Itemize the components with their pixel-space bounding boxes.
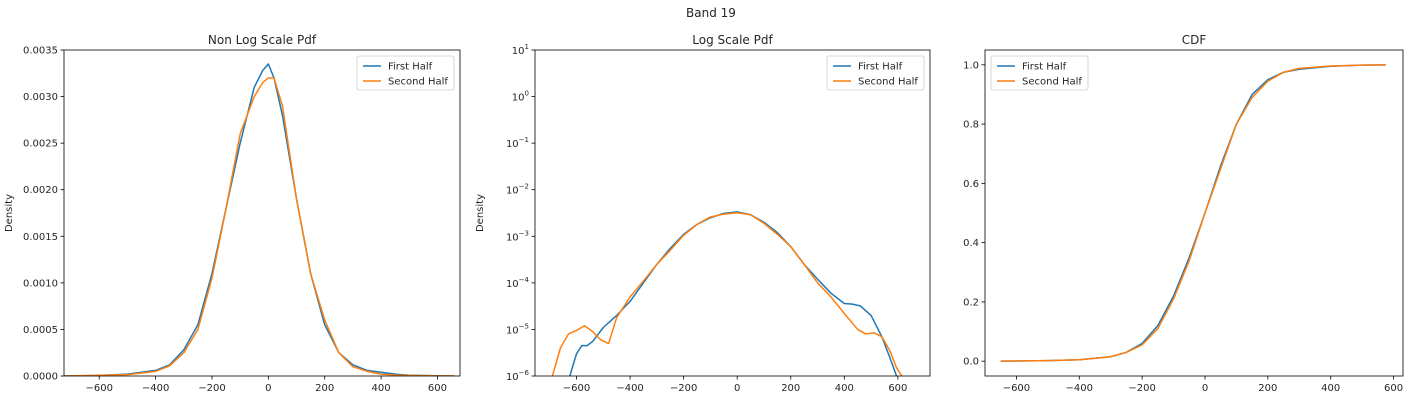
series-line-second-half	[64, 77, 455, 376]
y-tick-label: 10−3	[506, 229, 529, 243]
x-tick-label: 600	[428, 383, 447, 394]
y-tick-label: 10−6	[506, 369, 530, 383]
legend: First Half Second Half	[990, 55, 1089, 91]
x-tick-label: −600	[85, 383, 112, 394]
legend: First Half Second Half	[826, 55, 925, 91]
y-tick-label: 100	[512, 90, 529, 104]
x-tick-label: 600	[888, 383, 907, 394]
figure-suptitle: Band 19	[686, 6, 736, 20]
y-tick-label: 0.0035	[23, 46, 58, 57]
series-line-first-half	[1000, 64, 1386, 362]
legend-label: First Half	[858, 62, 903, 73]
x-tick-label: 200	[781, 383, 800, 394]
series-line-first-half	[569, 211, 898, 376]
axes-container: −600 −400 −200 0 200 400 6000.00000.00050.0010…	[4, 33, 1404, 394]
y-tick-label: 1.0	[963, 60, 979, 71]
y-axis-label: Density	[4, 194, 15, 232]
chart-title: CDF	[1182, 33, 1207, 47]
y-tick-label: 0.0025	[23, 139, 58, 150]
y-tick-label: 0.0005	[23, 325, 58, 336]
y-axis-label: Density	[475, 194, 486, 232]
y-tick-label: 0.0000	[23, 372, 58, 383]
series-line-first-half	[64, 63, 455, 376]
x-tick-label: 0	[265, 383, 271, 394]
y-tick-label: 0.8	[963, 120, 979, 131]
x-tick-label: −400	[616, 383, 643, 394]
x-tick-label: 200	[315, 383, 334, 394]
chart-title: Log Scale Pdf	[692, 33, 773, 47]
x-tick-label: −200	[198, 383, 225, 394]
y-tick-label: 0.0010	[23, 278, 58, 289]
legend-label: Second Half	[858, 77, 918, 88]
x-tick-label: −600	[1003, 383, 1030, 394]
y-tick-label: 0.0	[963, 357, 979, 368]
x-tick-label: 600	[1384, 383, 1403, 394]
y-tick-label: 10−4	[506, 276, 530, 290]
y-tick-label: 10−2	[506, 183, 529, 197]
y-tick-label: 10−5	[506, 322, 529, 336]
series-line-second-half	[551, 212, 903, 376]
x-tick-label: 400	[1321, 383, 1340, 394]
axes-frame	[63, 49, 461, 377]
y-tick-label: 0.4	[963, 238, 979, 249]
legend-label: First Half	[1022, 62, 1067, 73]
y-tick-label: 10−1	[506, 136, 529, 150]
legend-box	[826, 55, 925, 91]
x-tick-label: −200	[1128, 383, 1155, 394]
chart-title: Non Log Scale Pdf	[208, 33, 317, 47]
chart-panel-1: −600 −400 −200 0 200 400 600 0.0000 0.0005 0.0010…	[4, 33, 461, 394]
series-line-second-half	[1000, 64, 1386, 362]
legend-label: First Half	[388, 62, 433, 73]
x-tick-label: −200	[670, 383, 697, 394]
y-tick-label: 0.6	[963, 179, 979, 190]
x-tick-label: −600	[563, 383, 590, 394]
axes-frame	[534, 49, 931, 377]
y-tick-label: 0.2	[963, 297, 979, 308]
y-tick-label: 0.0015	[23, 232, 58, 243]
chart-panel-3: −600 −400 −200 0 200 400 600 0.0 0.2 0.4 0.6 0.8 1.0…	[963, 33, 1404, 394]
axes-frame	[984, 49, 1404, 377]
x-tick-label: 0	[1202, 383, 1208, 394]
legend-label: Second Half	[1022, 77, 1082, 88]
y-tick-label: 0.0020	[23, 185, 58, 196]
legend-box	[990, 55, 1089, 91]
chart-panel-2: −600 −400 −200 0 200 400 600 10−6 10−5 10−4 10−3 10…	[475, 33, 931, 394]
x-tick-label: 200	[1258, 383, 1277, 394]
x-tick-label: −400	[1066, 383, 1093, 394]
legend-box	[356, 55, 455, 91]
x-tick-label: −400	[142, 383, 169, 394]
y-tick-label: 0.0030	[23, 92, 58, 103]
legend: First Half Second Half	[356, 55, 455, 91]
x-tick-label: 0	[734, 383, 740, 394]
x-tick-label: 400	[372, 383, 391, 394]
x-tick-label: 400	[835, 383, 854, 394]
legend-label: Second Half	[388, 77, 448, 88]
y-tick-label: 101	[512, 43, 529, 57]
